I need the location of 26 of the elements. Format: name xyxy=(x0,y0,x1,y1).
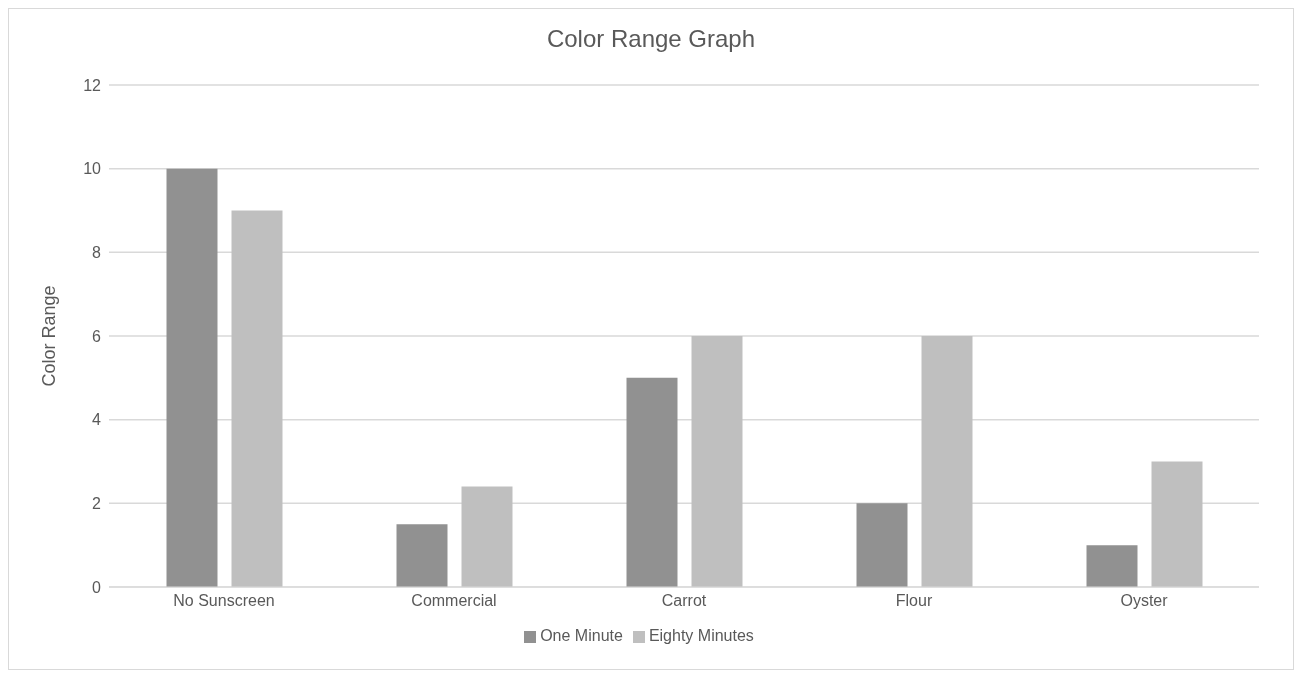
bar xyxy=(921,336,973,587)
bar xyxy=(856,503,908,587)
bar xyxy=(396,524,448,587)
legend-label: Eighty Minutes xyxy=(648,627,754,644)
x-tick-label: No Sunscreen xyxy=(173,592,275,610)
bar xyxy=(1151,461,1203,587)
x-tick-label: Oyster xyxy=(1120,592,1169,610)
y-tick-label: 8 xyxy=(92,244,102,262)
x-tick-label: Carrot xyxy=(661,592,707,610)
y-tick-label: 2 xyxy=(92,495,102,513)
y-axis-title: Color Range xyxy=(39,285,60,387)
bar xyxy=(166,168,218,587)
y-tick-label: 6 xyxy=(92,327,102,345)
legend-label: One Minute xyxy=(540,627,623,644)
bar xyxy=(626,377,678,587)
bar xyxy=(691,336,743,587)
y-tick-label: 0 xyxy=(92,578,102,596)
y-tick-label: 4 xyxy=(92,411,102,429)
y-tick-label: 10 xyxy=(83,160,102,178)
y-tick-label: 12 xyxy=(83,76,102,94)
bar xyxy=(1086,545,1138,587)
bar xyxy=(231,210,283,587)
bar xyxy=(461,486,513,587)
x-tick-label: Commercial xyxy=(411,592,497,610)
chart-title: Color Range Graph xyxy=(545,25,757,54)
x-tick-label: Flour xyxy=(895,592,933,610)
